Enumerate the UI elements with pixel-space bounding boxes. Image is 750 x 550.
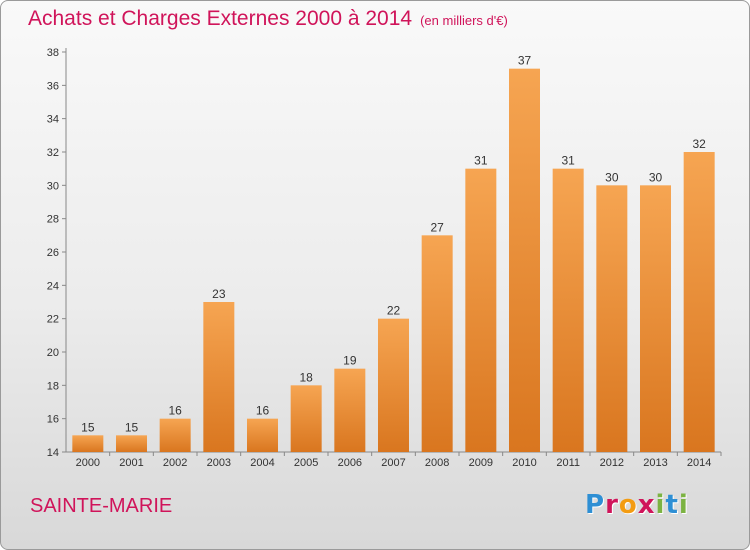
x-tick-label: 2013 [643,457,667,469]
x-tick-label: 2005 [294,457,318,469]
chart-bars [72,68,715,453]
data-label: 16 [256,404,270,418]
logo-letter: i [655,490,666,520]
y-tick-label: 20 [47,347,59,359]
data-label: 23 [212,287,226,301]
commune-name: SAINTE-MARIE [30,495,173,517]
bar-2008 [421,235,453,452]
x-tick-label: 2012 [600,457,624,469]
bar-2013 [640,185,671,453]
y-tick-label: 22 [47,314,59,326]
data-label: 37 [518,54,532,68]
x-tick-label: 2007 [381,457,405,469]
bar-2009 [465,168,497,452]
chart-title-text: Achats et Charges Externes 2000 à 2014 [28,7,413,30]
x-tick-label: 2011 [556,457,580,469]
proxiti-logo: Proxiti [585,490,689,520]
y-tick-label: 28 [47,214,59,226]
y-tick-label: 26 [47,247,59,259]
x-tick-label: 2000 [76,457,100,469]
x-tick-label: 2002 [163,457,187,469]
bar-2005 [290,385,322,452]
data-label: 30 [649,170,663,184]
x-tick-label: 2004 [250,457,274,469]
data-label: 16 [168,404,182,418]
x-tick-label: 2008 [425,457,449,469]
x-tick-label: 2003 [207,457,231,469]
y-tick-label: 30 [47,180,59,192]
y-tick-label: 38 [47,47,59,59]
x-tick-label: 2009 [469,457,493,469]
logo-letter: o [618,490,638,520]
data-label: 19 [343,354,357,368]
y-tick-label: 14 [47,447,59,459]
logo-letter: r [605,490,619,520]
data-label: 15 [81,420,95,434]
y-tick-label: 24 [47,280,59,292]
x-tick-label: 2010 [512,457,536,469]
data-label: 31 [474,154,488,168]
chart-data-labels: 15 15 16 23 16 18 19 22 27 31 37 31 30 30 32 [81,54,706,435]
data-label: 27 [430,220,444,234]
y-tick-label: 34 [47,114,59,126]
bar-2001 [116,435,147,452]
bar-2014 [683,152,715,452]
y-tick-label: 36 [47,80,59,92]
bar-2010 [509,68,540,453]
y-tick-label: 16 [47,414,59,426]
logo-letter: i [678,490,689,520]
bar-2011 [552,168,584,452]
data-label: 30 [605,170,619,184]
data-label: 15 [125,420,139,434]
bar-2003 [203,302,235,452]
data-label: 31 [561,154,575,168]
data-label: 32 [692,137,706,151]
x-tick-label: 2001 [119,457,143,469]
data-label: 18 [299,370,313,384]
chart-title: Achats et Charges Externes 2000 à 2014 (e… [28,7,508,31]
chart-subtitle: (en milliers d'€) [420,13,508,28]
y-tick-label: 32 [47,147,59,159]
logo-letter: x [637,490,656,520]
bar-2007 [378,318,409,452]
bar-2006 [334,368,366,452]
logo-letter: t [665,490,679,520]
logo-letter: P [585,490,606,520]
bar-2012 [596,185,628,453]
x-tick-label: 2014 [687,457,711,469]
bar-2000 [72,435,104,452]
y-tick-label: 18 [47,380,59,392]
x-tick-label: 2006 [338,457,362,469]
bar-2002 [159,418,191,452]
bar-2004 [247,418,278,452]
data-label: 22 [387,304,401,318]
